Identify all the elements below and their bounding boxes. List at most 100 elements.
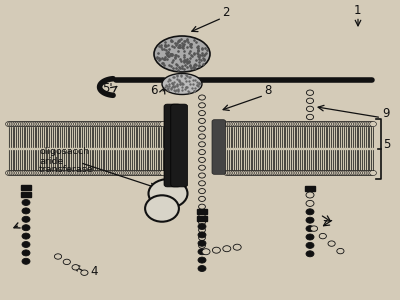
Circle shape — [114, 122, 121, 127]
Circle shape — [298, 122, 305, 127]
Circle shape — [355, 122, 362, 127]
Circle shape — [156, 122, 163, 127]
Circle shape — [20, 122, 27, 127]
Circle shape — [121, 122, 128, 127]
Circle shape — [48, 170, 54, 175]
Circle shape — [44, 170, 51, 175]
Circle shape — [306, 242, 314, 248]
Circle shape — [149, 170, 156, 175]
Circle shape — [300, 122, 307, 127]
Circle shape — [28, 170, 34, 175]
Circle shape — [138, 170, 144, 175]
Circle shape — [198, 204, 206, 209]
Circle shape — [289, 170, 296, 175]
Circle shape — [18, 170, 25, 175]
Circle shape — [275, 122, 282, 127]
Circle shape — [46, 122, 53, 127]
Circle shape — [60, 170, 67, 175]
Circle shape — [306, 251, 314, 257]
Circle shape — [22, 233, 30, 239]
Circle shape — [202, 249, 210, 255]
Circle shape — [231, 170, 238, 175]
Circle shape — [335, 122, 342, 127]
Circle shape — [101, 122, 108, 127]
Circle shape — [68, 170, 75, 175]
Circle shape — [280, 170, 287, 175]
Circle shape — [42, 170, 49, 175]
Circle shape — [154, 122, 161, 127]
Circle shape — [339, 170, 346, 175]
Circle shape — [324, 170, 331, 175]
Circle shape — [298, 170, 305, 175]
Circle shape — [123, 122, 130, 127]
Circle shape — [84, 122, 91, 127]
Circle shape — [24, 122, 31, 127]
Circle shape — [302, 170, 309, 175]
Circle shape — [16, 122, 23, 127]
Circle shape — [233, 122, 240, 127]
Circle shape — [198, 95, 206, 100]
Circle shape — [75, 122, 82, 127]
FancyBboxPatch shape — [171, 104, 188, 187]
Circle shape — [324, 122, 331, 127]
Circle shape — [362, 122, 369, 127]
Circle shape — [55, 170, 62, 175]
Text: 9: 9 — [382, 107, 390, 120]
Circle shape — [92, 122, 98, 127]
Circle shape — [72, 265, 79, 270]
Circle shape — [311, 122, 318, 127]
Circle shape — [22, 258, 30, 264]
Circle shape — [33, 122, 40, 127]
Circle shape — [96, 170, 102, 175]
Circle shape — [253, 170, 260, 175]
Text: aride: aride — [39, 157, 64, 166]
Circle shape — [360, 122, 367, 127]
Circle shape — [37, 122, 44, 127]
Circle shape — [46, 170, 53, 175]
Circle shape — [57, 170, 64, 175]
Circle shape — [28, 122, 34, 127]
Circle shape — [342, 122, 349, 127]
Circle shape — [29, 170, 36, 175]
Circle shape — [123, 170, 130, 175]
Circle shape — [362, 170, 369, 175]
Circle shape — [337, 170, 344, 175]
Circle shape — [86, 170, 93, 175]
Circle shape — [306, 226, 314, 232]
Circle shape — [333, 122, 340, 127]
Circle shape — [125, 170, 132, 175]
Circle shape — [242, 122, 248, 127]
Circle shape — [11, 122, 18, 127]
Circle shape — [267, 122, 274, 127]
Circle shape — [24, 170, 31, 175]
Circle shape — [20, 170, 27, 175]
Circle shape — [103, 170, 110, 175]
Circle shape — [293, 170, 300, 175]
Circle shape — [22, 122, 29, 127]
Circle shape — [112, 122, 119, 127]
Circle shape — [249, 122, 256, 127]
Circle shape — [116, 170, 122, 175]
Circle shape — [121, 170, 128, 175]
Circle shape — [57, 122, 64, 127]
Circle shape — [304, 170, 311, 175]
Circle shape — [251, 170, 258, 175]
Circle shape — [136, 122, 143, 127]
Circle shape — [88, 122, 95, 127]
Circle shape — [346, 170, 353, 175]
Circle shape — [344, 122, 351, 127]
Circle shape — [311, 170, 318, 175]
Circle shape — [77, 170, 84, 175]
Text: 1: 1 — [354, 4, 362, 16]
Circle shape — [33, 170, 40, 175]
Circle shape — [229, 170, 236, 175]
Circle shape — [348, 122, 354, 127]
Circle shape — [138, 122, 144, 127]
Circle shape — [68, 122, 75, 127]
Circle shape — [156, 170, 163, 175]
Circle shape — [140, 122, 146, 127]
Circle shape — [38, 122, 45, 127]
Circle shape — [260, 170, 267, 175]
Circle shape — [244, 170, 250, 175]
Circle shape — [233, 244, 241, 250]
